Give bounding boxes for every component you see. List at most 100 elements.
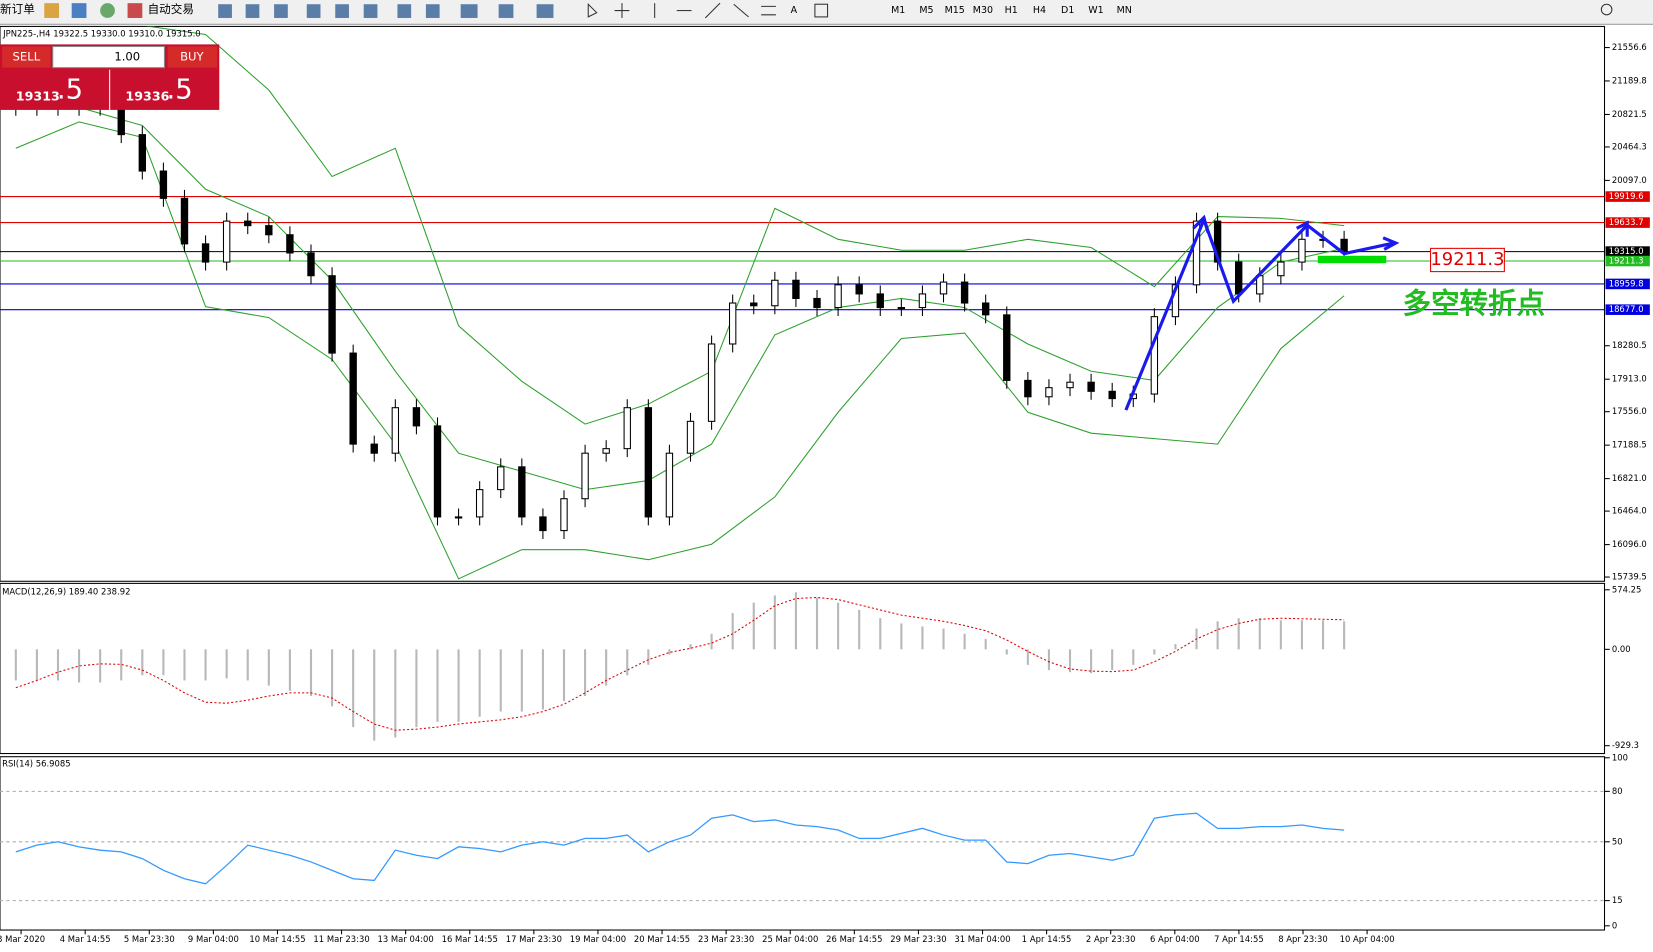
auto-trading[interactable]: 自动交易 <box>148 2 194 16</box>
timeframe[interactable]: H4 <box>1033 5 1046 16</box>
bollinger-lower <box>15 121 1345 580</box>
candle <box>1024 379 1032 398</box>
candle <box>1235 261 1243 295</box>
time-label: 6 Apr 04:00 <box>1150 934 1200 944</box>
candle <box>222 220 231 263</box>
candle <box>855 284 863 295</box>
tick-label: 0.00 <box>1612 644 1631 654</box>
candle <box>602 448 610 454</box>
tick-label: 15739.5 <box>1612 572 1647 582</box>
bollinger-upper <box>145 26 1345 425</box>
price-annotation: 19211.3 <box>1430 249 1504 270</box>
time-label: 5 Mar 23:30 <box>124 934 175 944</box>
time-label: 8 Apr 23:30 <box>1278 934 1328 944</box>
level-box <box>1605 246 1650 257</box>
candle <box>286 234 294 254</box>
time-label: 10 Apr 04:00 <box>1340 934 1395 944</box>
chart-header: JPN225-,H4 19322.5 19330.0 19310.0 19315… <box>2 28 200 38</box>
candle <box>960 281 969 304</box>
icon[interactable] <box>100 3 115 18</box>
text-tool[interactable]: A <box>791 5 798 16</box>
candle <box>201 243 210 263</box>
ask-main[interactable]: 19336 <box>125 89 169 104</box>
zigzag-annotation <box>1124 214 1400 411</box>
bid-main[interactable]: 19313 <box>16 89 60 104</box>
timeframe[interactable]: M30 <box>973 5 993 16</box>
timeframe[interactable]: M1 <box>891 5 905 16</box>
tick-label: 20097.0 <box>1612 175 1647 185</box>
tick-label: 16096.0 <box>1612 539 1647 549</box>
level-box <box>1605 191 1650 202</box>
tick-label: 100 <box>1612 752 1628 762</box>
icon[interactable] <box>44 3 60 18</box>
support-zone <box>1317 255 1387 264</box>
time-label: 9 Mar 04:00 <box>188 934 239 944</box>
candle <box>454 516 463 519</box>
ask-frac[interactable]: .5 <box>167 74 193 105</box>
candle <box>1340 238 1348 253</box>
time-label: 10 Mar 14:55 <box>249 934 305 944</box>
time-label: 23 Mar 23:30 <box>698 934 754 944</box>
time-label: 3 Mar 2020 <box>0 934 45 944</box>
candle <box>707 343 716 422</box>
candle <box>560 498 568 532</box>
tick-label: 21189.8 <box>1612 75 1647 85</box>
candle <box>433 425 442 518</box>
buy-button[interactable] <box>167 46 218 68</box>
timeframe[interactable]: M15 <box>945 5 965 16</box>
lots-input[interactable] <box>52 45 165 69</box>
candle <box>897 307 906 310</box>
candle <box>244 220 252 227</box>
level-label: 19211.3 <box>1609 256 1644 266</box>
macd-label: MACD(12,26,9) 189.40 238.92 <box>2 586 130 596</box>
candle <box>180 197 189 245</box>
candle <box>475 489 484 518</box>
price-annotation-box <box>1430 247 1505 273</box>
main-chart <box>0 25 1606 582</box>
timeframe[interactable]: W1 <box>1088 5 1103 16</box>
new-order[interactable]: 新订单 <box>0 2 35 16</box>
buy-label[interactable]: BUY <box>180 50 204 64</box>
sell-label[interactable]: SELL <box>13 50 41 64</box>
candle <box>1087 381 1095 392</box>
icon[interactable] <box>71 3 87 18</box>
candle <box>981 302 990 316</box>
tool-icons <box>218 4 554 18</box>
bid-frac[interactable]: .5 <box>57 74 83 105</box>
candle <box>307 252 315 277</box>
candle <box>1192 220 1201 286</box>
candle <box>771 279 779 307</box>
candle <box>328 275 336 354</box>
timeframe[interactable]: H1 <box>1005 5 1018 16</box>
sell-button[interactable] <box>2 46 51 68</box>
tick-label: 20821.5 <box>1612 109 1647 119</box>
candle <box>1066 381 1074 389</box>
tick-label: 16464.0 <box>1612 506 1647 516</box>
tick-label: 80 <box>1612 786 1623 796</box>
time-label: 29 Mar 23:30 <box>890 934 946 944</box>
tick-label: 50 <box>1612 836 1623 846</box>
draw-tools <box>587 2 776 19</box>
candle <box>728 302 737 345</box>
level-box <box>1605 278 1650 290</box>
lots[interactable]: 1.00 <box>114 50 140 64</box>
candle <box>644 407 653 518</box>
icon[interactable] <box>127 3 143 18</box>
candle <box>581 452 589 500</box>
tick-label: 17913.0 <box>1612 374 1647 384</box>
candle <box>939 281 948 295</box>
candle <box>813 297 821 309</box>
candle <box>412 407 421 427</box>
candle <box>1277 261 1285 277</box>
candle <box>1150 316 1159 395</box>
rsi-line <box>15 812 1345 885</box>
timeframe[interactable]: MN <box>1117 5 1132 16</box>
candle <box>539 516 547 532</box>
tick-label: 574.25 <box>1612 584 1641 594</box>
level-label: 19919.6 <box>1609 191 1644 201</box>
tick-label: 15 <box>1612 895 1623 905</box>
timeframe[interactable]: M5 <box>919 5 933 16</box>
timeframe[interactable]: D1 <box>1061 5 1074 16</box>
time-label: 25 Mar 04:00 <box>762 934 818 944</box>
